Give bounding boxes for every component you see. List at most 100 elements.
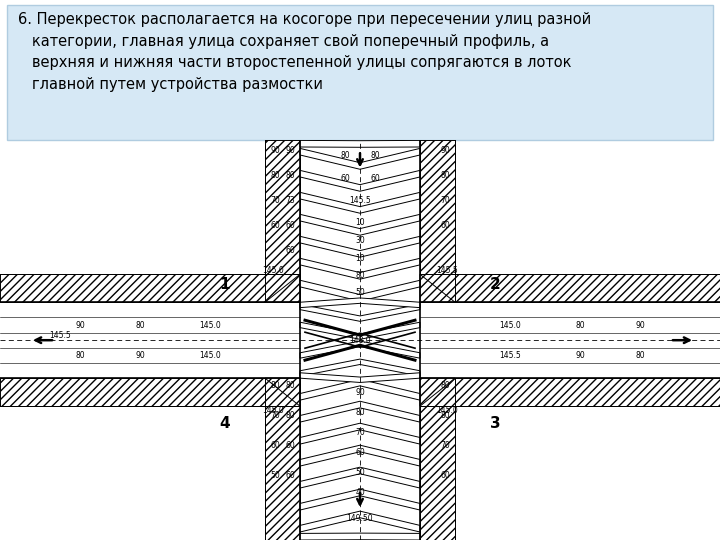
Text: 145.5: 145.5 bbox=[49, 330, 71, 340]
Text: 90: 90 bbox=[285, 146, 295, 155]
Text: 145.5: 145.5 bbox=[436, 266, 458, 275]
Text: 60: 60 bbox=[285, 221, 295, 230]
Text: 2: 2 bbox=[490, 277, 500, 292]
Polygon shape bbox=[300, 192, 420, 213]
Text: 80: 80 bbox=[285, 381, 294, 390]
Text: 80: 80 bbox=[285, 171, 294, 180]
Polygon shape bbox=[300, 140, 420, 147]
Polygon shape bbox=[300, 170, 420, 191]
Text: 80: 80 bbox=[440, 381, 450, 390]
Text: 70: 70 bbox=[270, 410, 280, 420]
Polygon shape bbox=[265, 378, 300, 406]
Text: 60: 60 bbox=[270, 221, 280, 230]
Text: 148.0: 148.0 bbox=[349, 336, 371, 345]
Text: 145.0: 145.0 bbox=[436, 406, 458, 415]
Polygon shape bbox=[300, 298, 420, 308]
Text: 145.5: 145.5 bbox=[499, 350, 521, 360]
Text: 145.0: 145.0 bbox=[262, 266, 284, 275]
Polygon shape bbox=[300, 304, 420, 321]
Text: 1: 1 bbox=[220, 277, 230, 292]
Text: 90: 90 bbox=[635, 321, 645, 330]
Bar bbox=[420, 378, 720, 406]
Polygon shape bbox=[300, 237, 420, 257]
Text: 60: 60 bbox=[340, 174, 350, 183]
Text: 70: 70 bbox=[440, 196, 450, 205]
Text: 60: 60 bbox=[440, 221, 450, 230]
Text: 40: 40 bbox=[355, 488, 365, 497]
Polygon shape bbox=[300, 373, 420, 382]
Text: 60: 60 bbox=[285, 441, 295, 450]
Polygon shape bbox=[300, 533, 420, 540]
Text: 80: 80 bbox=[440, 410, 450, 420]
Text: 145.5: 145.5 bbox=[349, 196, 371, 205]
Text: 80: 80 bbox=[370, 151, 380, 160]
Polygon shape bbox=[265, 274, 300, 302]
Text: 70: 70 bbox=[355, 428, 365, 437]
Polygon shape bbox=[300, 322, 420, 339]
Text: 145.0: 145.0 bbox=[199, 350, 221, 360]
Polygon shape bbox=[300, 489, 420, 510]
Text: 50: 50 bbox=[270, 470, 280, 480]
Text: 90: 90 bbox=[355, 388, 365, 397]
Bar bbox=[420, 140, 455, 302]
Text: 3: 3 bbox=[490, 416, 500, 431]
Polygon shape bbox=[300, 511, 420, 532]
Text: 4: 4 bbox=[220, 416, 230, 431]
Polygon shape bbox=[300, 445, 420, 466]
Text: 60: 60 bbox=[285, 246, 295, 255]
Text: 10: 10 bbox=[355, 218, 365, 227]
Text: 149.50: 149.50 bbox=[347, 514, 373, 523]
Polygon shape bbox=[300, 379, 420, 400]
Text: 73: 73 bbox=[285, 196, 295, 205]
Bar bbox=[265, 140, 300, 302]
Text: 50: 50 bbox=[355, 288, 365, 297]
Text: 70: 70 bbox=[440, 441, 450, 450]
Text: 10: 10 bbox=[355, 254, 365, 263]
Polygon shape bbox=[300, 467, 420, 488]
Text: 80: 80 bbox=[355, 271, 365, 280]
Polygon shape bbox=[300, 359, 420, 376]
Bar bbox=[265, 378, 300, 540]
Polygon shape bbox=[300, 401, 420, 422]
Text: 80: 80 bbox=[135, 321, 145, 330]
Polygon shape bbox=[300, 148, 420, 169]
Text: 90: 90 bbox=[440, 146, 450, 155]
Text: 80: 80 bbox=[440, 171, 450, 180]
Text: 145.0: 145.0 bbox=[499, 321, 521, 330]
Text: 60: 60 bbox=[440, 470, 450, 480]
Bar bbox=[0, 378, 300, 406]
Text: 60: 60 bbox=[370, 174, 380, 183]
Text: 80: 80 bbox=[355, 408, 365, 417]
Text: 60: 60 bbox=[270, 441, 280, 450]
Text: 60: 60 bbox=[285, 470, 295, 480]
Text: 6. Перекресток располагается на косогоре при пересечении улиц разной
   категори: 6. Перекресток располагается на косогоре… bbox=[18, 12, 591, 92]
Bar bbox=[420, 378, 455, 540]
Polygon shape bbox=[300, 258, 420, 279]
Text: 30: 30 bbox=[355, 236, 365, 245]
Text: 80: 80 bbox=[285, 410, 294, 420]
Polygon shape bbox=[420, 274, 455, 302]
Text: 90: 90 bbox=[135, 350, 145, 360]
Text: 80: 80 bbox=[575, 321, 585, 330]
Text: 60: 60 bbox=[355, 448, 365, 457]
Polygon shape bbox=[300, 214, 420, 235]
FancyBboxPatch shape bbox=[7, 5, 713, 140]
Text: 50: 50 bbox=[355, 468, 365, 477]
Text: 90: 90 bbox=[575, 350, 585, 360]
Text: 80: 80 bbox=[270, 381, 280, 390]
Text: 145.0: 145.0 bbox=[199, 321, 221, 330]
Text: 80: 80 bbox=[635, 350, 645, 360]
Polygon shape bbox=[300, 423, 420, 444]
Bar bbox=[420, 274, 720, 302]
Text: 145.0: 145.0 bbox=[262, 406, 284, 415]
Bar bbox=[0, 274, 300, 302]
Text: 90: 90 bbox=[75, 321, 85, 330]
Polygon shape bbox=[300, 341, 420, 358]
Polygon shape bbox=[420, 378, 455, 406]
Text: 80: 80 bbox=[340, 151, 350, 160]
Text: 70: 70 bbox=[270, 196, 280, 205]
Polygon shape bbox=[300, 280, 420, 301]
Text: 80: 80 bbox=[75, 350, 85, 360]
Text: 90: 90 bbox=[270, 146, 280, 155]
Text: 80: 80 bbox=[270, 171, 280, 180]
